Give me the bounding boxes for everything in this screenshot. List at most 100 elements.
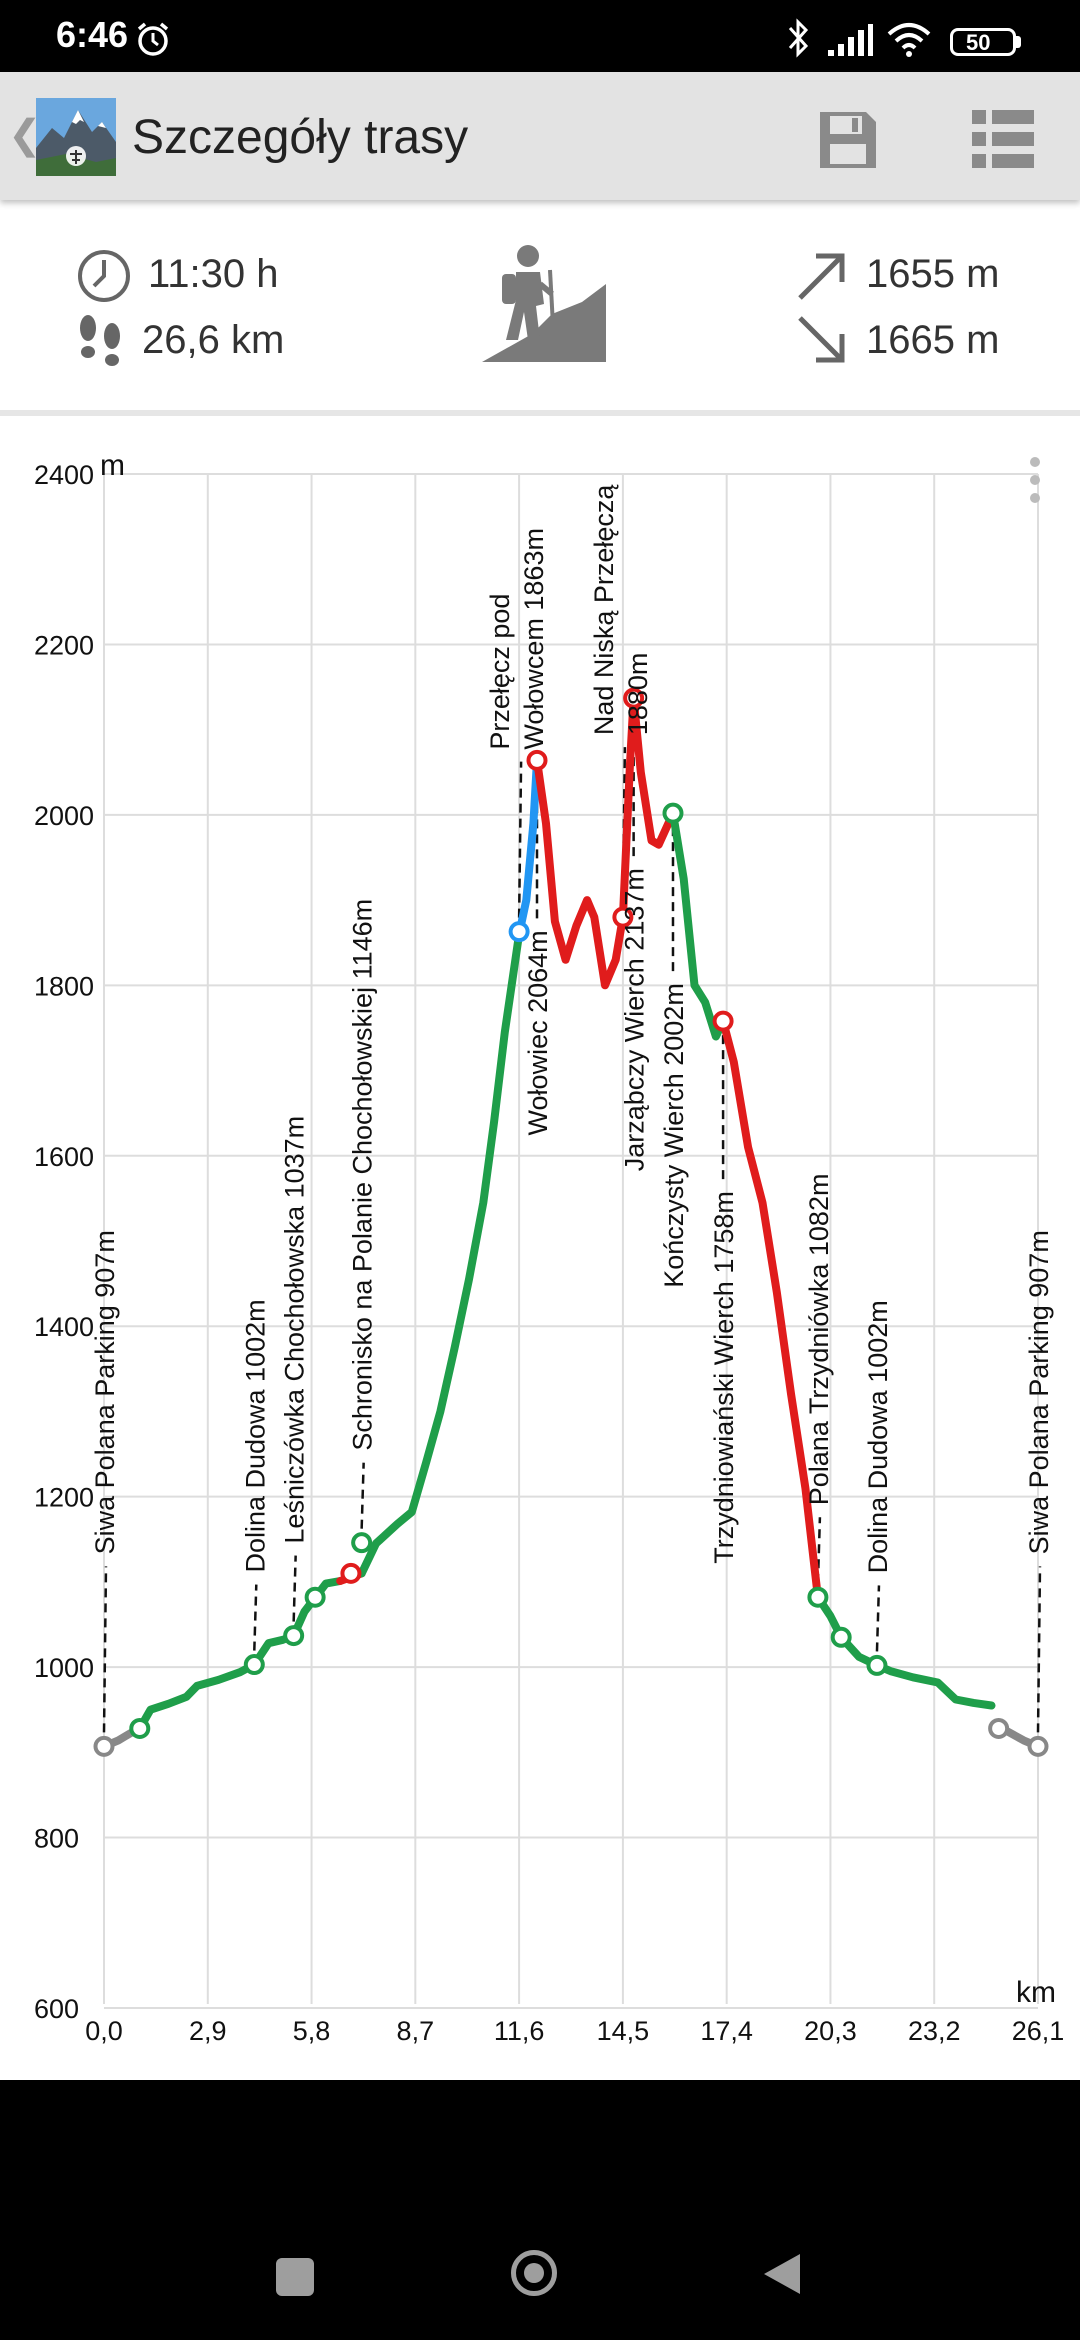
overflow-menu-icon[interactable]: [1030, 457, 1040, 503]
waypoint-marker: [866, 1654, 888, 1676]
waypoint-marker: [1027, 1735, 1049, 1757]
waypoint-label: Schronisko na Polanie Chochołowskiej 114…: [348, 899, 378, 1451]
ascent-value: 1655 m: [866, 252, 1000, 296]
x-tick-label: 2,9: [189, 2016, 227, 2046]
waypoint-markers: [93, 687, 1049, 1757]
wifi-icon: [887, 23, 931, 57]
waypoint-label-line: Nad Niską Przełęczą: [589, 484, 619, 736]
distance-value: 26,6 km: [142, 318, 285, 362]
home-button[interactable]: [511, 2250, 557, 2296]
waypoint-marker: [508, 921, 530, 943]
waypoint-label: Siwa Polana Parking 907m: [1024, 1230, 1054, 1554]
waypoint-marker: [304, 1586, 326, 1608]
waypoint-label: Nad Niską Przełęczą 1880m: [589, 484, 653, 736]
y-tick-label: 2200: [34, 630, 94, 660]
waypoint-label: Dolina Dudowa 1002m: [863, 1300, 893, 1573]
hiker-icon: [482, 245, 606, 362]
y-axis-unit: m: [100, 449, 125, 482]
waypoint-marker: [612, 906, 634, 928]
chart-grid: [103, 473, 1039, 2009]
waypoint-leader-line: [875, 1585, 881, 1652]
divider: [0, 410, 1080, 416]
y-tick-label: 1000: [34, 1653, 94, 1683]
x-axis-ticks: 0,0 2,9 5,8 8,7 11,6 14,5 17,4 20,3 23,2 26,1: [85, 2016, 1064, 2046]
x-tick-label: 8,7: [397, 2016, 435, 2046]
waypoint-labels: Siwa Polana Parking 907m Dolina Dudowa 10…: [90, 484, 1054, 1574]
save-icon[interactable]: [816, 108, 880, 172]
series-line-green: [669, 809, 728, 1041]
waypoint-leaders: [102, 712, 1042, 1733]
waypoint-leader-line: [816, 1517, 822, 1584]
y-tick-label: 600: [34, 1994, 79, 2024]
y-tick-label: 2400: [34, 460, 94, 490]
back-chevron-icon[interactable]: ❮: [8, 113, 42, 157]
waypoint-marker: [526, 749, 548, 771]
y-tick-label: 1400: [34, 1312, 94, 1342]
waypoint-label: Trzydniowiański Wierch 1758m: [709, 1191, 739, 1564]
mountain-thumbnail[interactable]: [36, 98, 116, 176]
waypoint-marker: [623, 687, 645, 709]
route-summary: 11:30 h 26,6 km 1655 m 1665 m: [0, 210, 1080, 410]
status-bar: 6:46 50: [0, 0, 1080, 72]
y-tick-label: 1800: [34, 971, 94, 1001]
waypoint-label-line: 1880m: [623, 653, 653, 736]
footprints-icon: [80, 315, 120, 366]
x-tick-label: 5,8: [293, 2016, 331, 2046]
y-tick-label: 800: [34, 1824, 79, 1854]
waypoint-leader-line: [517, 761, 523, 918]
waypoint-marker: [93, 1735, 115, 1757]
series-line-red: [533, 694, 677, 990]
waypoint-marker: [243, 1654, 265, 1676]
x-tick-label: 23,2: [908, 2016, 961, 2046]
home-dot: [524, 2263, 544, 2283]
x-tick-label: 26,1: [1012, 2016, 1065, 2046]
ascent-icon: [798, 253, 845, 300]
x-tick-label: 0,0: [85, 2016, 123, 2046]
waypoint-label-line: Wołowcem 1863m: [519, 528, 549, 750]
descent-icon: [798, 316, 845, 363]
waypoint-marker: [662, 802, 684, 824]
waypoint-label: Dolina Dudowa 1002m: [240, 1299, 270, 1572]
waypoint-marker: [351, 1532, 373, 1554]
y-tick-label: 2000: [34, 801, 94, 831]
waypoint-marker: [129, 1717, 151, 1739]
status-time: 6:46: [56, 14, 129, 55]
waypoint-label-line: Przełęcz pod: [485, 594, 515, 750]
y-tick-label: 1200: [34, 1483, 94, 1513]
waypoint-label: Leśniczówka Chochołowska 1037m: [280, 1116, 310, 1544]
x-tick-label: 11,6: [494, 2016, 545, 2046]
series-line-green: [357, 930, 524, 1578]
waypoint-marker: [807, 1586, 829, 1608]
waypoint-marker: [830, 1626, 852, 1648]
waypoint-leader-line: [292, 1555, 297, 1622]
back-button[interactable]: [760, 2252, 802, 2296]
waypoint-marker: [712, 1010, 734, 1032]
waypoint-label: Jarząbczy Wierch 2137m: [620, 868, 650, 1171]
waypoint-marker: [283, 1625, 305, 1647]
descent-value: 1665 m: [866, 318, 1000, 362]
waypoint-leader-line: [360, 1462, 365, 1529]
x-axis-unit: km: [1016, 1976, 1056, 2009]
duration-value: 11:30 h: [148, 252, 279, 296]
x-tick-label: 20,3: [804, 2016, 857, 2046]
waypoint-label: Siwa Polana Parking 907m: [90, 1230, 120, 1554]
recents-button[interactable]: [276, 2258, 314, 2296]
y-tick-label: 1600: [34, 1142, 94, 1172]
waypoint-label: Kończysty Wierch 2002m: [659, 983, 689, 1288]
series-line-red: [719, 1017, 822, 1602]
battery-icon: [950, 28, 1016, 56]
series-line-green: [813, 1593, 996, 1710]
page-title: Szczegóły trasy: [132, 111, 469, 164]
navigation-bar: [0, 2080, 1080, 2340]
waypoint-label: Polana Trzydniówka 1082m: [804, 1174, 834, 1506]
waypoint-label: Wołowiec 2064m: [523, 930, 553, 1135]
app-bar: ❮ Szczegóły trasy: [0, 72, 1080, 200]
waypoint-marker: [340, 1562, 362, 1584]
bluetooth-icon: [788, 18, 809, 58]
waypoint-label: Przełęcz pod Wołowcem 1863m: [485, 528, 549, 750]
elevation-profile-chart[interactable]: 600 800 1000 1200 1400 1600 1800 2000 2200 2400 0…: [0, 416, 1080, 2080]
signal-icon: [828, 24, 873, 56]
waypoint-marker: [988, 1717, 1010, 1739]
list-icon[interactable]: [970, 108, 1036, 170]
battery-level: 50: [966, 30, 991, 55]
